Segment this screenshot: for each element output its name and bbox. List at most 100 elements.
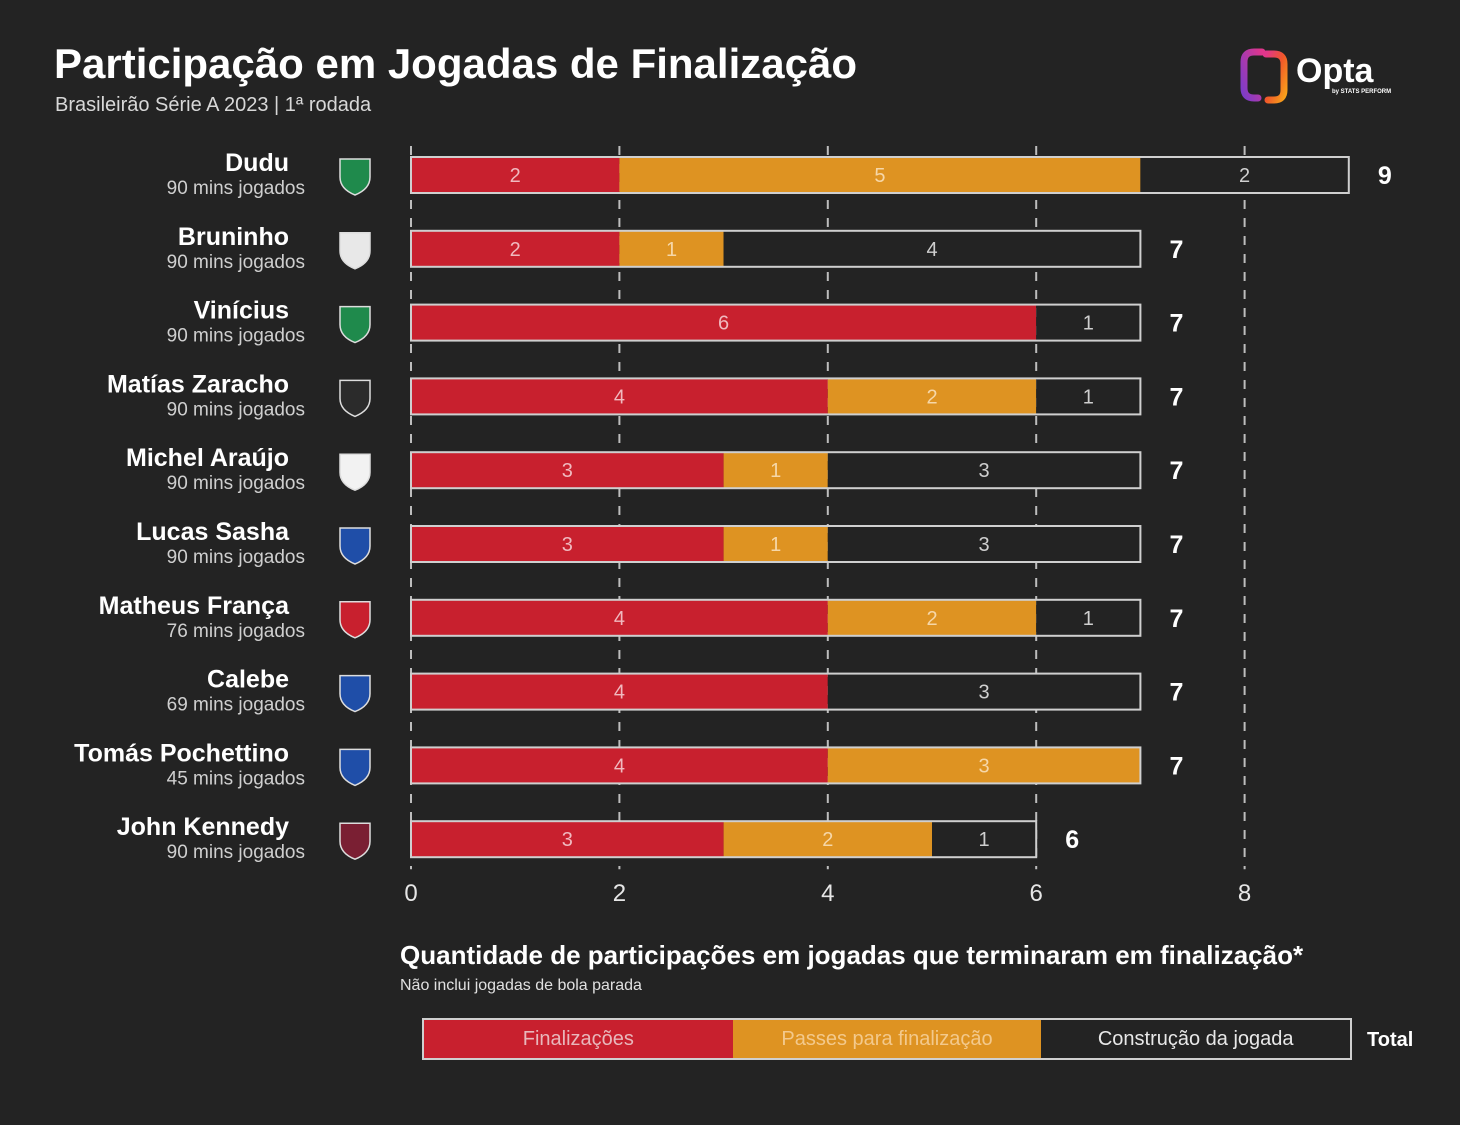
legend-item-finalizacoes: Finalizações: [424, 1020, 733, 1058]
sao-paulo-crest-icon: [339, 453, 371, 492]
bar-outline: [410, 598, 1142, 637]
player-name: Calebe: [207, 666, 289, 694]
palmeiras-crest-icon: [339, 158, 371, 196]
bar-value-label: 1: [770, 534, 781, 556]
bar-total-label: 7: [1169, 236, 1183, 264]
bar-outline: [410, 377, 1142, 416]
bar-value-label: 3: [562, 460, 573, 482]
bar-segment-passes: [619, 230, 724, 267]
bar-segment-passes: [827, 599, 1037, 636]
player-minutes: 90 mins jogados: [167, 326, 305, 347]
opta-logo-subtext: by STATS PERFORM: [1332, 89, 1392, 95]
bar-segment-construcao: [1036, 378, 1141, 415]
bar-segment-construcao: [723, 230, 1141, 267]
bar-value-label: 4: [614, 386, 625, 408]
player-name: John Kennedy: [117, 813, 289, 841]
bar-segment-finalizacoes: [411, 304, 1037, 341]
flamengo-crest-icon: [339, 601, 371, 639]
bar-value-label: 2: [510, 165, 521, 187]
bar-value-label: 3: [562, 829, 573, 851]
bar-total-label: 7: [1169, 383, 1183, 411]
bar-total-label: 7: [1169, 679, 1183, 707]
legend-item-passes: Passes para finalização: [732, 1020, 1042, 1058]
player-minutes: 90 mins jogados: [167, 547, 305, 568]
bar-segment-construcao: [827, 526, 1141, 562]
player-minutes: 90 mins jogados: [167, 399, 305, 420]
bar-value-label: 3: [979, 534, 990, 556]
bar-value-label: 2: [510, 239, 521, 261]
player-minutes: 90 mins jogados: [167, 252, 305, 273]
bar-value-label: 1: [666, 239, 677, 261]
legend: Finalizações Passes para finalização Con…: [422, 1018, 1352, 1060]
bar-value-label: 4: [614, 608, 625, 630]
bar-outline: [410, 525, 1142, 563]
bar-outline: [410, 451, 1142, 490]
bar-segment-passes: [827, 747, 1141, 784]
bar-value-label: 4: [926, 239, 937, 261]
bar-value-label: 3: [979, 682, 990, 704]
bar-total-label: 7: [1169, 531, 1183, 559]
player-name: Vinícius: [194, 297, 289, 325]
bar-segment-finalizacoes: [411, 599, 828, 636]
bar-segment-construcao: [827, 673, 1141, 710]
player-minutes: 90 mins jogados: [167, 842, 305, 863]
bar-value-label: 3: [562, 534, 573, 556]
bar-value-label: 4: [614, 682, 625, 704]
player-name: Tomás Pochettino: [74, 739, 289, 767]
chart-subtitle: Brasileirão Série A 2023 | 1ª rodada: [55, 94, 372, 116]
bar-outline: [410, 820, 1038, 859]
bar-value-label: 1: [770, 460, 781, 482]
opta-logo: Opta by STATS PERFORM: [1240, 48, 1410, 104]
bar-segment-finalizacoes: [411, 821, 724, 858]
player-minutes: 45 mins jogados: [167, 768, 305, 789]
bar-total-label: 6: [1065, 826, 1079, 854]
bar-value-label: 3: [979, 755, 990, 777]
bar-outline: [410, 229, 1142, 268]
x-axis-note: Não inclui jogadas de bola parada: [400, 977, 642, 994]
bragantino-crest-icon: [339, 232, 371, 270]
bar-segment-construcao: [1036, 599, 1141, 636]
bar-outline: [410, 746, 1142, 785]
fortaleza-crest-icon: [339, 674, 371, 713]
bar-total-label: 9: [1378, 162, 1392, 190]
bar-segment-construcao: [1036, 304, 1141, 341]
legend-total-label: Total: [1367, 1029, 1414, 1051]
player-minutes: 76 mins jogados: [167, 621, 305, 642]
bar-value-label: 2: [1239, 165, 1250, 187]
bar-segment-passes: [827, 378, 1037, 415]
bar-segment-finalizacoes: [411, 230, 620, 267]
bar-value-label: 2: [926, 386, 937, 408]
opta-logo-icon: [1240, 48, 1288, 104]
chart-title: Participação em Jogadas de Finalização: [54, 40, 857, 87]
player-name: Lucas Sasha: [136, 518, 290, 546]
bar-segment-finalizacoes: [411, 526, 724, 562]
player-name: Matías Zaracho: [107, 370, 289, 398]
player-minutes: 69 mins jogados: [167, 695, 305, 716]
bar-value-label: 6: [718, 313, 729, 335]
player-minutes: 90 mins jogados: [167, 473, 305, 494]
bar-segment-finalizacoes: [411, 452, 724, 489]
fortaleza-crest-icon: [339, 748, 371, 787]
bar-value-label: 2: [926, 608, 937, 630]
bar-value-label: 1: [1083, 608, 1094, 630]
bar-segment-finalizacoes: [411, 157, 620, 193]
player-name: Bruninho: [178, 223, 289, 251]
bar-segment-construcao: [827, 452, 1141, 489]
player-name: Matheus França: [99, 592, 290, 620]
atletico-mg-crest-icon: [339, 379, 371, 418]
bar-total-label: 7: [1169, 310, 1183, 338]
x-tick-label: 4: [821, 880, 834, 907]
bar-segment-passes: [723, 452, 828, 489]
bar-segment-construcao: [932, 821, 1037, 858]
opta-logo-text: Opta: [1296, 52, 1374, 90]
fortaleza-crest-icon: [339, 527, 371, 565]
x-tick-label: 2: [613, 880, 626, 907]
bar-value-label: 1: [979, 829, 990, 851]
legend-item-construcao: Construção da jogada: [1041, 1020, 1351, 1058]
fluminense-crest-icon: [339, 822, 371, 861]
bar-outline: [410, 156, 1350, 194]
bar-segment-passes: [723, 526, 828, 562]
bar-total-label: 7: [1169, 605, 1183, 633]
bar-segment-finalizacoes: [411, 747, 828, 784]
